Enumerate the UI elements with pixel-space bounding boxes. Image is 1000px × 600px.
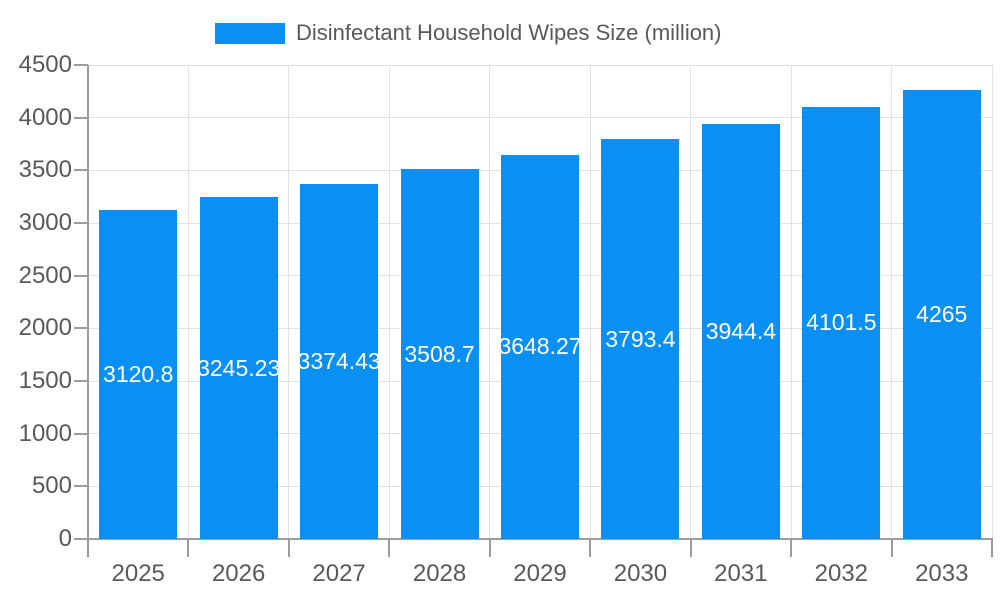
x-axis-tick	[187, 539, 190, 557]
y-tick-label: 2500	[18, 261, 72, 289]
bar-value-label: 4101.5	[806, 309, 877, 336]
legend-swatch	[215, 22, 285, 44]
x-tick-label: 2025	[111, 560, 165, 587]
bar-value-label: 3793.4	[605, 325, 676, 352]
y-tick-label: 2000	[18, 314, 72, 342]
bar-value-label: 4265	[916, 300, 968, 327]
bar-2033: 4265	[902, 89, 981, 539]
y-axis-tick	[74, 485, 88, 488]
y-tick-label: 500	[31, 472, 72, 500]
y-axis-tick	[74, 380, 88, 382]
x-axis-tick	[388, 539, 391, 557]
x-tick-label: 2031	[714, 560, 768, 587]
bar-value-label: 3648.27	[501, 333, 579, 360]
bar-value-label: 3944.4	[705, 317, 777, 344]
y-tick-label: 3500	[18, 156, 72, 184]
gridline-vertical	[891, 65, 893, 539]
legend: Disinfectant Household Wipes Size (milli…	[215, 20, 722, 46]
bar-2027: 3374.43	[300, 183, 379, 539]
x-axis-tick	[287, 539, 290, 557]
x-axis-tick	[790, 539, 793, 557]
x-axis-tick	[589, 539, 592, 557]
gridline-vertical	[589, 65, 591, 539]
y-axis-tick	[74, 64, 88, 66]
bar-2032: 4101.5	[802, 106, 881, 539]
x-axis-tick	[890, 539, 893, 557]
y-tick-label: 3000	[18, 209, 72, 236]
y-axis-tick	[74, 432, 88, 435]
y-tick-label: 4500	[18, 51, 72, 78]
x-tick-label: 2030	[613, 560, 668, 587]
x-tick-label: 2026	[211, 560, 266, 587]
y-axis-line	[87, 65, 89, 557]
y-tick-label: 0	[58, 525, 72, 552]
bar-2030: 3793.4	[601, 139, 680, 539]
gridline-horizontal	[88, 64, 992, 66]
y-axis-tick	[74, 327, 88, 330]
x-tick-label: 2032	[814, 560, 869, 587]
x-tick-label: 2029	[513, 560, 567, 587]
y-axis-tick	[74, 222, 88, 224]
bar-2026: 3245.23	[199, 197, 278, 539]
legend-label: Disinfectant Household Wipes Size (milli…	[296, 20, 722, 45]
bar-value-label: 3508.7	[404, 340, 475, 367]
gridline-vertical	[187, 65, 189, 539]
x-axis-tick	[991, 539, 993, 557]
gridline-vertical	[991, 65, 993, 539]
y-axis-tick	[74, 169, 88, 172]
y-axis-tick	[74, 538, 88, 540]
y-axis-tick	[74, 116, 88, 119]
bar-2029: 3648.27	[501, 154, 579, 539]
x-axis-tick	[488, 539, 491, 557]
x-tick-label: 2028	[412, 560, 467, 587]
x-tick-label: 2027	[312, 560, 366, 587]
bar-2025: 3120.8	[99, 210, 178, 539]
y-tick-label: 4000	[18, 103, 72, 131]
bar-value-label: 3374.43	[300, 347, 379, 374]
gridline-vertical	[790, 65, 792, 539]
x-tick-label: 2033	[915, 560, 969, 587]
bar-2028: 3508.7	[400, 169, 479, 539]
bar-value-label: 3120.8	[103, 361, 174, 388]
y-axis-tick	[74, 274, 88, 277]
y-tick-label: 1500	[18, 367, 72, 394]
x-axis-line	[88, 538, 993, 540]
x-axis-tick	[689, 539, 692, 557]
gridline-vertical	[388, 65, 390, 539]
bar-2031: 3944.4	[701, 123, 780, 539]
gridline-vertical	[489, 65, 491, 539]
bar-value-label: 3245.23	[199, 354, 278, 381]
gridline-vertical	[288, 65, 290, 539]
y-tick-label: 1000	[18, 419, 72, 447]
gridline-vertical	[690, 65, 692, 539]
gridline-horizontal	[88, 117, 992, 119]
